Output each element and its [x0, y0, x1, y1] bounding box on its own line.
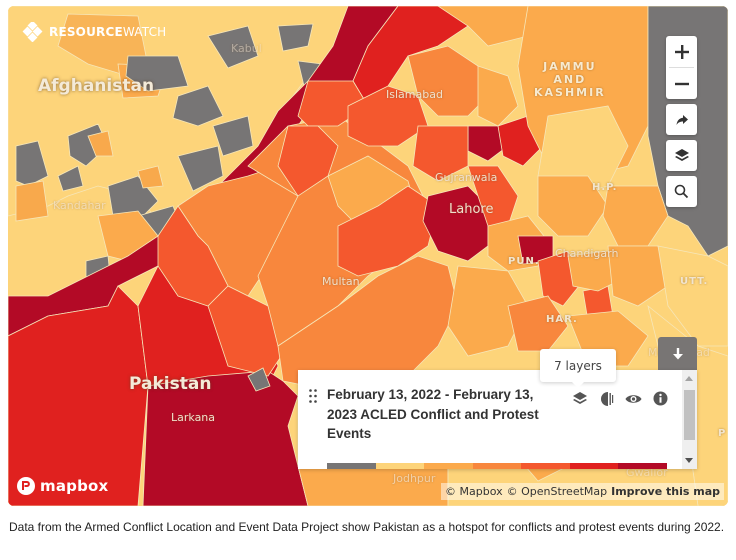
- scroll-down-arrow-icon[interactable]: [685, 458, 693, 463]
- info-button[interactable]: [651, 389, 670, 408]
- layers-tooltip: 7 layers: [540, 349, 616, 388]
- share-icon: [676, 114, 688, 125]
- plus-icon: [674, 44, 689, 59]
- layers-icon: [674, 148, 689, 161]
- legend-collapse-button[interactable]: [658, 337, 697, 370]
- legend-swatch-level-1: [375, 463, 424, 469]
- opacity-icon: [600, 391, 613, 406]
- drag-handle-icon[interactable]: [309, 389, 317, 403]
- minus-icon: [674, 82, 689, 85]
- legend-panel: February 13, 2022 - February 13, 2023 AC…: [298, 370, 697, 469]
- legend-color-scale: [327, 463, 667, 469]
- layers-toggle-button[interactable]: [570, 389, 589, 408]
- legend-swatch-no-data: [327, 463, 376, 469]
- scroll-up-arrow-icon[interactable]: [685, 376, 693, 381]
- zoom-in-button[interactable]: [666, 36, 697, 67]
- info-icon: [653, 391, 668, 406]
- map-container[interactable]: Afghanistan Pakistan Kabul Islamabad Guj…: [8, 6, 728, 506]
- search-button[interactable]: [666, 176, 697, 207]
- scroll-thumb[interactable]: [684, 390, 695, 440]
- visibility-button[interactable]: [624, 389, 643, 408]
- attribution-mapbox-link[interactable]: © Mapbox: [445, 485, 503, 498]
- zoom-out-button[interactable]: [666, 68, 697, 99]
- brand-name: RESOURCEWATCH: [49, 25, 167, 39]
- mapbox-icon: [17, 477, 35, 495]
- legend-swatch-level-2: [424, 463, 473, 469]
- search-icon: [674, 184, 689, 199]
- legend-swatch-level-3: [472, 463, 521, 469]
- attribution-osm-link[interactable]: © OpenStreetMap: [506, 485, 608, 498]
- share-control: [666, 104, 697, 135]
- search-control: [666, 176, 697, 207]
- mapbox-wordmark: mapbox: [40, 477, 109, 495]
- mapbox-logo[interactable]: mapbox: [16, 476, 108, 496]
- legend-title: February 13, 2022 - February 13, 2023 AC…: [327, 387, 539, 441]
- zoom-controls: [666, 36, 697, 99]
- legend-toolbar: [570, 389, 670, 408]
- resourcewatch-logo[interactable]: RESOURCEWATCH: [22, 22, 166, 42]
- legend-scrollbar[interactable]: [682, 370, 697, 469]
- legend-swatch-level-6: [618, 463, 667, 469]
- opacity-button[interactable]: [597, 389, 616, 408]
- legend-swatch-level-4: [521, 463, 570, 469]
- layers-control: [666, 140, 697, 171]
- improve-map-link[interactable]: Improve this map: [611, 485, 720, 498]
- figure-caption: Data from the Armed Conflict Location an…: [9, 520, 725, 534]
- arrow-down-icon: [672, 347, 683, 359]
- layers-icon: [572, 391, 587, 404]
- layers-button[interactable]: [666, 140, 697, 171]
- map-attribution: © Mapbox © OpenStreetMap Improve this ma…: [441, 483, 724, 500]
- divider: [669, 67, 694, 68]
- eye-icon: [625, 394, 642, 403]
- choropleth-map[interactable]: [8, 6, 728, 506]
- legend-swatch-level-5: [569, 463, 618, 469]
- resourcewatch-icon: [22, 22, 43, 42]
- share-button[interactable]: [666, 104, 697, 135]
